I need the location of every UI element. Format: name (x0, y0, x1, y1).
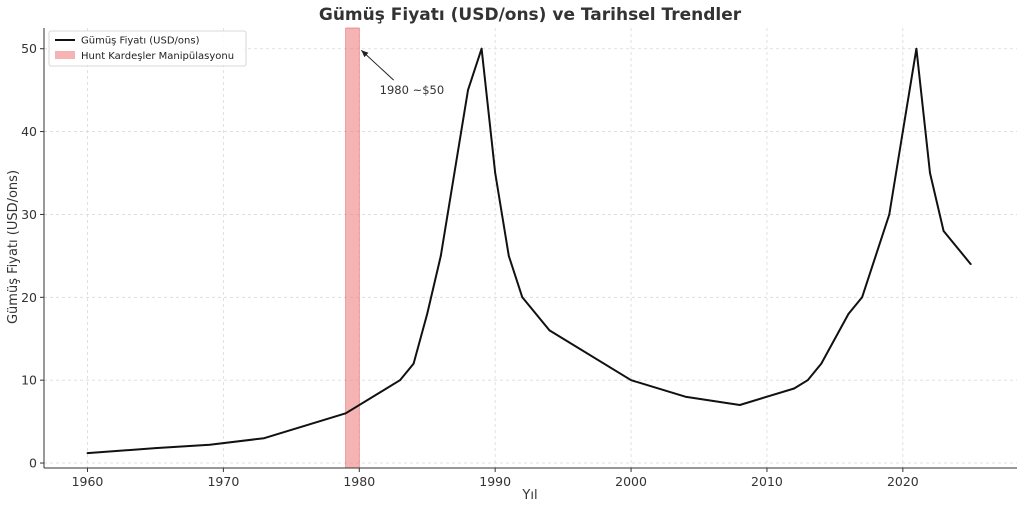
legend-box (48, 30, 247, 67)
data-point-1960 (86, 452, 89, 454)
data-point-1979 (344, 412, 347, 415)
data-point-2008 (738, 404, 741, 406)
y-tick-label-0: 0 (29, 456, 37, 471)
data-point-2022 (929, 172, 931, 174)
series-lines (86, 47, 972, 455)
series-line-0 (87, 47, 972, 455)
y-tick-label-20: 20 (21, 290, 37, 305)
data-point-1990 (494, 172, 497, 174)
data-point-1965 (154, 447, 157, 450)
x-tick-label-2020: 2020 (887, 474, 919, 489)
x-tick-label-2000: 2000 (615, 474, 647, 489)
data-point-1988 (467, 89, 469, 92)
shaded-regions (345, 27, 360, 469)
x-axis-label: Yıl (521, 488, 537, 503)
data-point-2013 (806, 379, 809, 382)
data-point-2000 (630, 379, 632, 382)
data-point-1989 (480, 47, 483, 50)
data-point-2021 (915, 47, 918, 50)
data-point-2014 (820, 362, 823, 365)
data-point-1973 (263, 437, 266, 440)
annotation-text-0: 1980 ~$50 (380, 83, 445, 97)
data-point-1991 (507, 254, 510, 257)
x-tick-label-1980: 1980 (343, 474, 375, 489)
data-point-2019 (888, 213, 891, 216)
data-point-1984 (412, 362, 415, 365)
data-point-2025 (969, 263, 972, 266)
legend-label-hunt-region: Hunt Kardeşler Manipülasyonu (81, 51, 234, 62)
legend-label-price: Gümüş Fiyatı (USD/ons) (81, 36, 200, 47)
data-point-1969 (208, 443, 211, 446)
annotation-arrow-head-0 (361, 50, 369, 58)
data-point-1986 (439, 254, 442, 257)
grid (44, 28, 1017, 468)
y-axis-label: Gümüş Fiyatı (USD/ons) (6, 170, 21, 324)
x-ticks: 1960 1970 1980 1990 2000 2010 2020 (72, 468, 919, 489)
data-point-1987 (453, 172, 456, 174)
data-point-2017 (861, 296, 863, 299)
data-point-2023 (942, 230, 945, 232)
y-tick-label-40: 40 (21, 124, 37, 139)
x-tick-label-2010: 2010 (751, 474, 783, 489)
data-point-2020 (901, 130, 904, 133)
y-tick-label-10: 10 (21, 373, 37, 388)
data-point-2006 (711, 399, 714, 402)
data-point-1992 (521, 296, 524, 299)
x-tick-label-1970: 1970 (207, 474, 239, 489)
data-point-2010 (766, 395, 768, 398)
annotations: 1980 ~$50 (360, 49, 445, 97)
legend: Gümüş Fiyatı (USD/ons) Hunt Kardeşler Ma… (48, 30, 247, 67)
shaded-region-0 (345, 27, 360, 469)
data-point-1983 (399, 379, 401, 382)
data-point-2012 (793, 387, 796, 390)
x-tick-label-1990: 1990 (479, 474, 511, 489)
y-tick-label-30: 30 (21, 207, 37, 222)
data-point-1985 (426, 312, 429, 315)
data-point-2004 (684, 395, 687, 398)
chart-title: Gümüş Fiyatı (USD/ons) ve Tarihsel Trend… (319, 5, 742, 25)
legend-swatch-hunt-region (55, 51, 75, 59)
annotation-arrow-line-0 (360, 49, 394, 81)
x-tick-label-1960: 1960 (72, 474, 104, 489)
data-point-1994 (548, 329, 551, 332)
y-tick-label-50: 50 (21, 41, 37, 56)
data-point-2016 (847, 312, 850, 315)
axes (43, 28, 1017, 469)
y-ticks: 0 10 20 30 40 50 (21, 41, 44, 471)
